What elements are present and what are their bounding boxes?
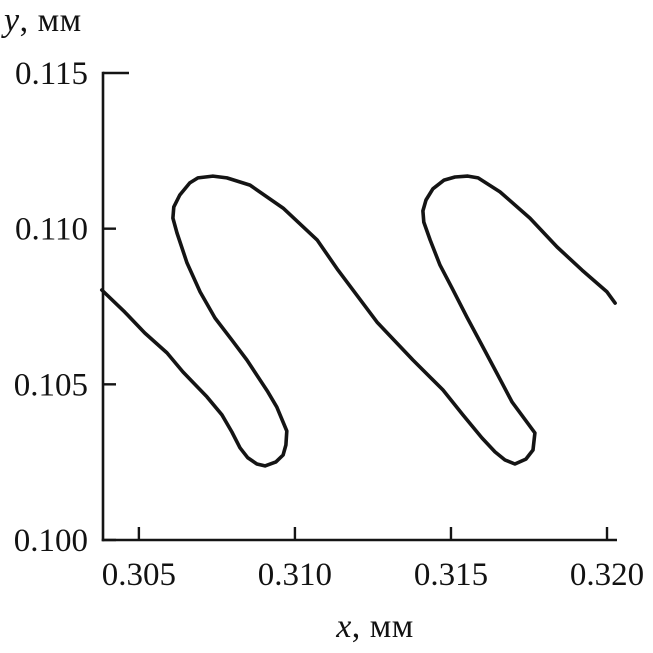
x-axis-title-variable: x — [336, 608, 352, 645]
y-tick-label: 0.115 — [15, 56, 88, 92]
series-trajectory-line — [100, 174, 617, 468]
x-tick-label: 0.320 — [570, 557, 644, 593]
x-tick-label: 0.315 — [414, 557, 488, 593]
y-axis-title-unit: , мм — [19, 2, 82, 39]
y-tick-label: 0.105 — [14, 367, 88, 403]
x-tick-label: 0.310 — [258, 557, 332, 593]
y-tick-label: 0.100 — [14, 523, 88, 559]
y-axis-title: y, мм — [4, 2, 82, 40]
x-axis-title: x, мм — [336, 608, 414, 646]
y-axis-title-variable: y — [4, 2, 20, 39]
x-tick-label: 0.305 — [102, 557, 176, 593]
x-axis-title-unit: , мм — [351, 608, 414, 645]
y-tick-label: 0.110 — [15, 212, 88, 248]
